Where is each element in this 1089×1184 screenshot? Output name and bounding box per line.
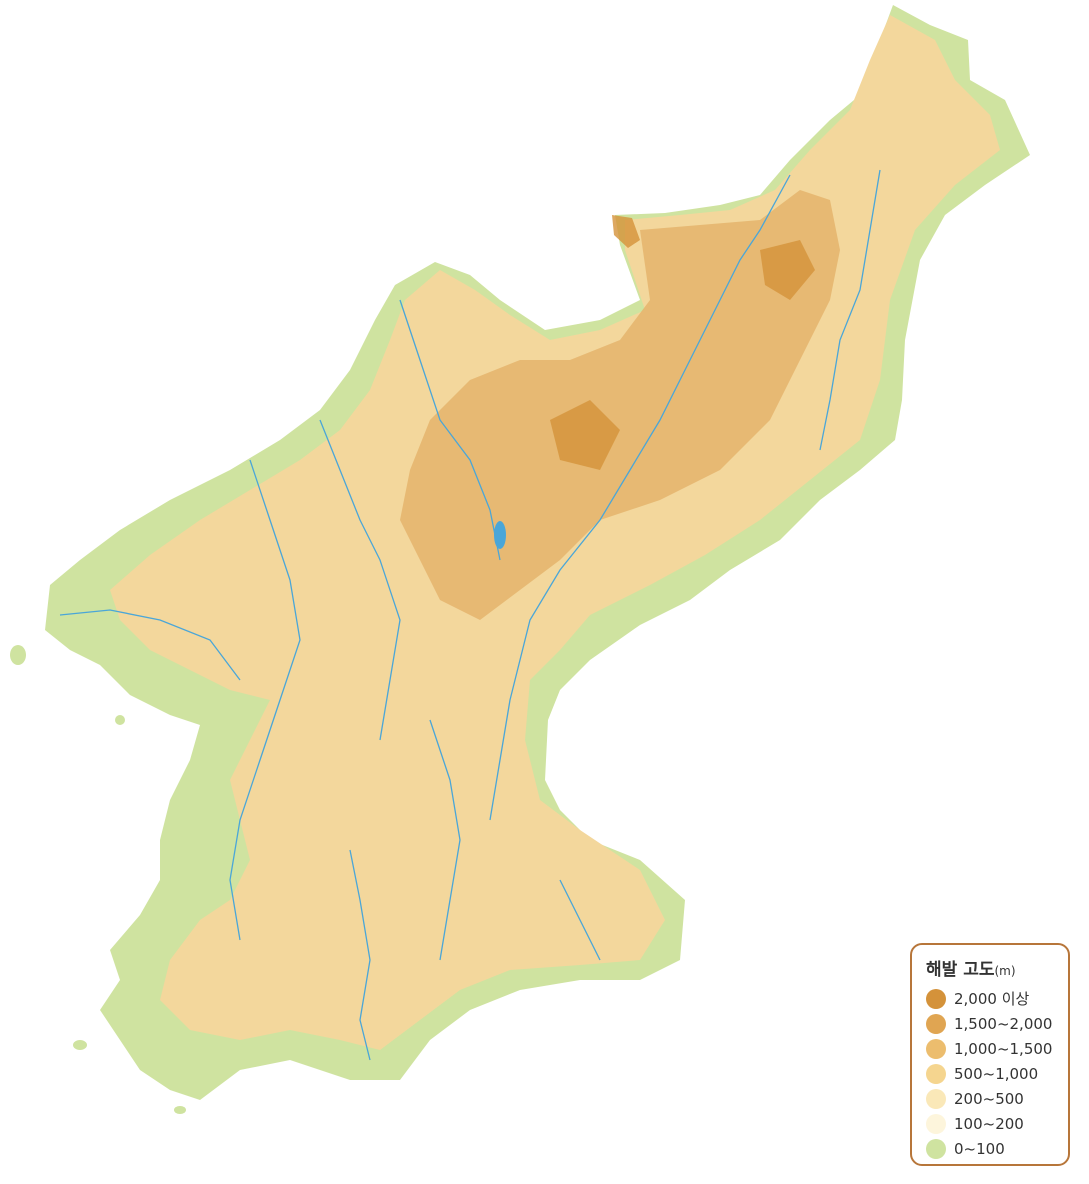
legend-unit: (m) xyxy=(994,964,1016,978)
legend-swatch xyxy=(926,1138,946,1159)
river-network xyxy=(59,169,881,1061)
legend-item: 0~100 xyxy=(926,1136,1056,1161)
islands xyxy=(10,645,186,1114)
legend-swatch xyxy=(926,988,946,1009)
legend-title: 해발 고도(m) xyxy=(926,955,1056,980)
legend-item: 500~1,000 xyxy=(926,1061,1056,1086)
legend-item: 2,000 이상 xyxy=(926,986,1056,1011)
legend-swatch xyxy=(926,1013,946,1034)
legend-swatch xyxy=(926,1113,946,1134)
legend-label: 500~1,000 xyxy=(954,1064,1039,1083)
legend-item: 1,500~2,000 xyxy=(926,1011,1056,1036)
legend-label: 200~500 xyxy=(954,1089,1024,1108)
peak-area xyxy=(550,215,815,470)
legend-label: 0~100 xyxy=(954,1139,1005,1158)
legend-item: 100~200 xyxy=(926,1111,1056,1136)
legend-swatch xyxy=(926,1088,946,1109)
highland-area xyxy=(400,190,840,620)
legend-item: 200~500 xyxy=(926,1086,1056,1111)
legend-label: 1,500~2,000 xyxy=(954,1014,1053,1033)
lake xyxy=(494,521,506,549)
legend-label: 100~200 xyxy=(954,1114,1024,1133)
legend-label: 2,000 이상 xyxy=(954,990,1030,1008)
legend-swatch xyxy=(926,1038,946,1059)
elevation-legend: 해발 고도(m) 2,000 이상 1,500~2,000 1,000~1,500 5… xyxy=(910,943,1070,1166)
legend-swatch xyxy=(926,1063,946,1084)
legend-title-text: 해발 고도 xyxy=(926,960,995,980)
legend-label: 1,000~1,500 xyxy=(954,1039,1053,1058)
legend-item: 1,000~1,500 xyxy=(926,1036,1056,1061)
